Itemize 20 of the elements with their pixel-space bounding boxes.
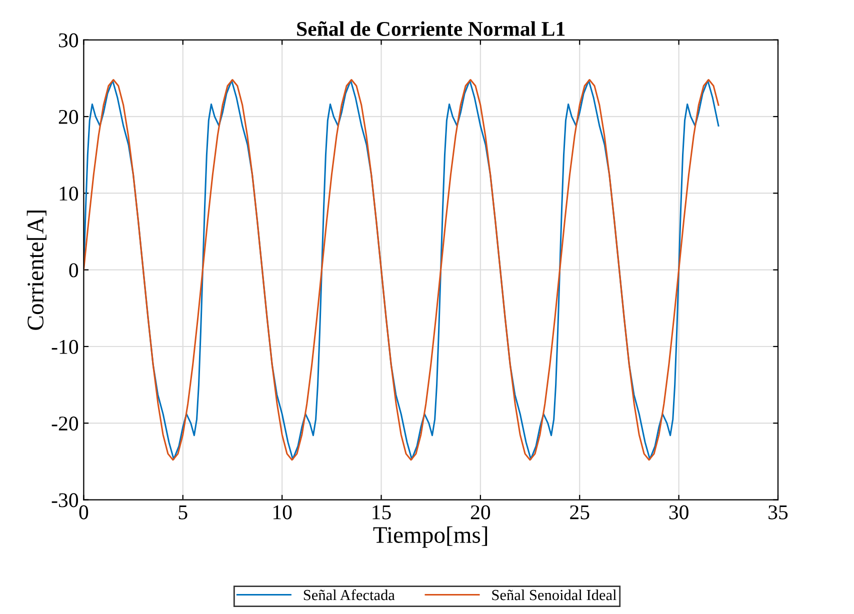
x-tick-label: 35 xyxy=(768,505,788,520)
x-tick-label: 20 xyxy=(470,505,490,520)
x-axis-title: Tiempo[ms] xyxy=(373,526,488,548)
legend-label: Señal Senoidal Ideal xyxy=(492,589,616,600)
y-tick-label: 30 xyxy=(58,33,78,48)
x-tick-label: 25 xyxy=(570,505,590,520)
x-tick-label: 15 xyxy=(372,505,391,520)
y-tick-label: 10 xyxy=(60,186,78,201)
y-tick-label: -20 xyxy=(52,416,78,431)
x-tick-label: 10 xyxy=(273,505,292,520)
y-tick-label: 0 xyxy=(69,263,78,278)
legend-label: Señal Afectada xyxy=(304,589,395,600)
chart-title: Señal de Corriente Normal L1 xyxy=(297,21,565,36)
y-tick-label: -30 xyxy=(52,493,78,508)
x-tick-label: 0 xyxy=(79,505,88,520)
x-tick-label: 30 xyxy=(669,505,688,520)
y-tick-label: -10 xyxy=(52,340,78,354)
x-tick-label: 5 xyxy=(178,505,188,520)
y-tick-label: 20 xyxy=(58,110,78,124)
y-axis-title: Corriente[A] xyxy=(26,210,46,330)
